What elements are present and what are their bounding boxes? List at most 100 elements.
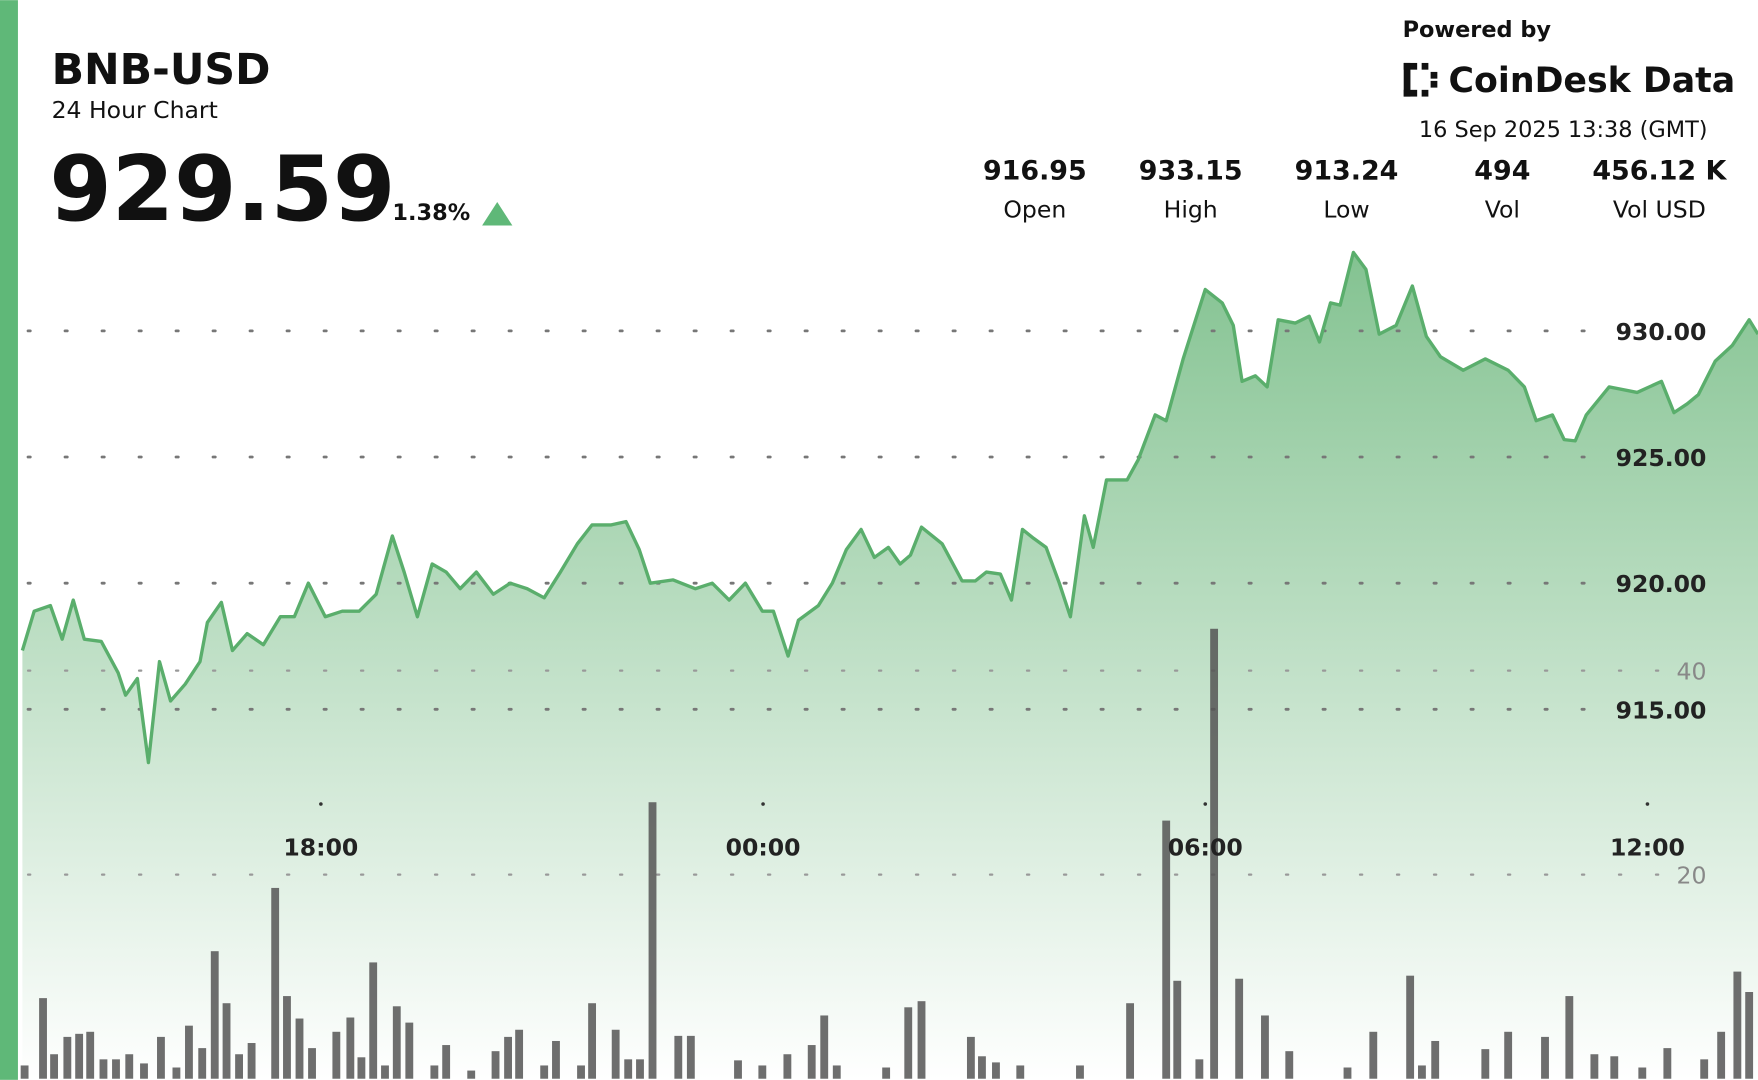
volume-bar bbox=[1431, 1040, 1440, 1079]
line-layer bbox=[20, 250, 1758, 765]
stat-label: Vol USD bbox=[1613, 196, 1706, 224]
stat-value: 933.15 bbox=[1139, 156, 1243, 187]
volume-bar bbox=[1590, 1054, 1599, 1079]
stat-value: 916.95 bbox=[983, 156, 1087, 187]
volume-bar bbox=[1610, 1056, 1619, 1079]
volume-bar bbox=[235, 1054, 243, 1079]
volume-bar bbox=[283, 996, 291, 1079]
up-arrow bbox=[482, 201, 513, 226]
volume-bar bbox=[1745, 992, 1754, 1079]
volume-bar bbox=[917, 1001, 926, 1079]
y-tick-label: 930.00 bbox=[1616, 318, 1707, 346]
volume-bar bbox=[222, 1003, 231, 1079]
x-tick-label: 12:00 bbox=[1610, 834, 1685, 862]
volume-bar bbox=[357, 1057, 366, 1079]
volume-bar bbox=[1285, 1051, 1294, 1079]
stat-value: 456.12 K bbox=[1592, 156, 1727, 187]
volume-bar bbox=[1406, 975, 1415, 1079]
volume-bar bbox=[1541, 1036, 1549, 1079]
volume-bar bbox=[686, 1035, 695, 1079]
volume-bar bbox=[381, 1065, 389, 1079]
volume-bar bbox=[392, 1006, 401, 1079]
volume-bar bbox=[1369, 1031, 1378, 1079]
label-layer: 915.00 920.00 925.00 930.00 18:00 00:00 06:00 1… bbox=[283, 318, 1706, 890]
volume-bar bbox=[992, 1062, 1000, 1079]
stat-value: 494 bbox=[1474, 156, 1530, 187]
volume-bar bbox=[674, 1035, 683, 1079]
volume-bar bbox=[405, 1022, 414, 1079]
x-tick-label: 06:00 bbox=[1168, 834, 1243, 862]
volume-bar bbox=[308, 1048, 316, 1079]
volume-bar bbox=[636, 1059, 644, 1079]
volume-bar bbox=[1343, 1067, 1352, 1079]
volume-bar bbox=[978, 1056, 986, 1079]
brand-logo bbox=[1403, 62, 1438, 97]
volume-bar bbox=[783, 1054, 792, 1079]
y-tick-label: 915.00 bbox=[1616, 696, 1707, 724]
volume-bar bbox=[1638, 1067, 1647, 1079]
area-fill bbox=[22, 252, 1758, 1080]
subtitle: 24 Hour Chart bbox=[52, 96, 218, 124]
stat-label: Low bbox=[1323, 196, 1369, 224]
area-layer bbox=[22, 252, 1758, 1080]
volume-bar bbox=[904, 1007, 913, 1079]
stat-label: Open bbox=[1003, 196, 1066, 224]
volume-bar bbox=[75, 1033, 84, 1079]
volume-bar bbox=[20, 1065, 29, 1079]
volume-bar bbox=[210, 951, 219, 1079]
stat-label: High bbox=[1164, 196, 1218, 224]
volume-layer bbox=[20, 628, 1754, 1079]
volume-bar bbox=[966, 1036, 975, 1079]
volume-bar bbox=[807, 1045, 816, 1079]
volume-bar bbox=[332, 1031, 341, 1079]
volume-bar bbox=[504, 1036, 512, 1079]
volume-bar bbox=[99, 1059, 108, 1079]
volume-bar bbox=[611, 1029, 620, 1079]
grid-layer bbox=[26, 329, 1661, 876]
volume-bar bbox=[39, 998, 47, 1079]
y-tick-label: 925.00 bbox=[1616, 444, 1707, 472]
accent-bar bbox=[0, 0, 18, 1080]
x-tick-mark bbox=[1645, 802, 1650, 806]
volume-bar bbox=[540, 1065, 549, 1079]
volume-bar bbox=[430, 1065, 439, 1079]
volume-bar bbox=[832, 1065, 841, 1079]
volume-bar bbox=[1733, 971, 1742, 1079]
volume-bar bbox=[271, 887, 280, 1079]
symbol: BNB-USD bbox=[52, 45, 271, 95]
volume-bar bbox=[50, 1054, 59, 1079]
volume-bar bbox=[1717, 1031, 1726, 1079]
volume-bar bbox=[185, 1025, 193, 1079]
volume-bar bbox=[820, 1015, 829, 1079]
volume-bar bbox=[758, 1065, 767, 1079]
stats: 916.95 Open 933.15 High 913.24 Low 494 Vol 456.1… bbox=[983, 156, 1728, 224]
volume-bar bbox=[1700, 1059, 1709, 1079]
volume-bar bbox=[1210, 628, 1219, 1079]
volume-bar bbox=[1565, 996, 1574, 1079]
volume-bar bbox=[1162, 820, 1171, 1079]
volume-bar bbox=[577, 1065, 585, 1079]
volume-bar bbox=[1076, 1065, 1084, 1079]
volume-bar bbox=[442, 1045, 451, 1079]
y-tick-label: 920.00 bbox=[1616, 570, 1707, 598]
volume-bar bbox=[882, 1067, 891, 1079]
volume-bar bbox=[1418, 1065, 1426, 1079]
volume-bar bbox=[1173, 980, 1182, 1079]
volume-bar bbox=[157, 1036, 165, 1079]
volume-bar bbox=[648, 802, 657, 1079]
x-tick-mark bbox=[1203, 802, 1208, 806]
volume-bar bbox=[112, 1059, 120, 1079]
volume-bar bbox=[346, 1017, 355, 1079]
volume-bar bbox=[1261, 1015, 1269, 1079]
volume-bar bbox=[86, 1031, 95, 1079]
volume-bar bbox=[1126, 1003, 1135, 1079]
volume-bar bbox=[624, 1059, 633, 1079]
volume-bar bbox=[125, 1054, 134, 1079]
powered-by: Powered by bbox=[1403, 17, 1552, 43]
price-line bbox=[20, 250, 1758, 765]
price: 929.59 bbox=[49, 138, 395, 242]
volume-tick-label: 40 bbox=[1676, 658, 1706, 686]
timestamp: 16 Sep 2025 13:38 (GMT) bbox=[1419, 117, 1708, 143]
